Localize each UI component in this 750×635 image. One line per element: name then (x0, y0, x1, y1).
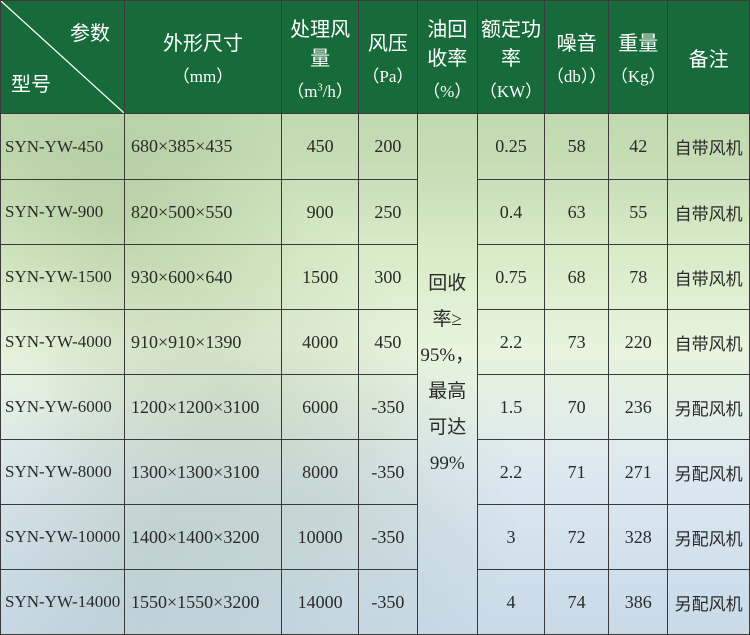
model-cell: SYN-YW-14000 (1, 570, 125, 635)
spec-table: 参数 型号 外形尺寸（mm） 处理风量（m3/h） 风压（Pa） 油回收率（%）… (0, 0, 750, 635)
table-body: SYN-YW-450680×385×435450200回收率≥95%，最高可达9… (1, 114, 750, 635)
table-row: SYN-YW-80001300×1300×31008000-350 2.27127… (1, 440, 750, 505)
header-noise: 噪音（db）） (545, 1, 609, 114)
remark-cell: 另配风机 (668, 570, 750, 635)
press-cell: -350 (359, 440, 417, 505)
header-weight: 重量（Kg） (609, 1, 668, 114)
weight-cell: 386 (609, 570, 668, 635)
header-oil: 油回收率（%） (417, 1, 477, 114)
table-row: SYN-YW-1500930×600×6401500300 0.756878自带风… (1, 245, 750, 310)
noise-cell: 68 (545, 245, 609, 310)
noise-cell: 63 (545, 180, 609, 245)
table-row: SYN-YW-450680×385×435450200回收率≥95%，最高可达9… (1, 114, 750, 180)
header-remark: 备注 (668, 1, 750, 114)
dim-cell: 820×500×550 (125, 180, 282, 245)
weight-cell: 55 (609, 180, 668, 245)
model-cell: SYN-YW-6000 (1, 375, 125, 440)
power-cell: 0.4 (477, 180, 544, 245)
table-row: SYN-YW-140001550×1550×320014000-350 47438… (1, 570, 750, 635)
remark-cell: 自带风机 (668, 114, 750, 180)
weight-cell: 42 (609, 114, 668, 180)
power-cell: 0.25 (477, 114, 544, 180)
noise-cell: 58 (545, 114, 609, 180)
header-air: 处理风量（m3/h） (281, 1, 358, 114)
header-param-label: 参数 (70, 17, 110, 46)
air-cell: 450 (281, 114, 358, 180)
weight-cell: 328 (609, 505, 668, 570)
press-cell: -350 (359, 505, 417, 570)
weight-cell: 220 (609, 310, 668, 375)
dim-cell: 930×600×640 (125, 245, 282, 310)
weight-cell: 78 (609, 245, 668, 310)
dim-cell: 910×910×1390 (125, 310, 282, 375)
table-row: SYN-YW-100001400×1400×320010000-350 37232… (1, 505, 750, 570)
remark-cell: 自带风机 (668, 310, 750, 375)
press-cell: 450 (359, 310, 417, 375)
remark-cell: 自带风机 (668, 245, 750, 310)
air-cell: 4000 (281, 310, 358, 375)
model-cell: SYN-YW-4000 (1, 310, 125, 375)
model-cell: SYN-YW-450 (1, 114, 125, 180)
noise-cell: 73 (545, 310, 609, 375)
air-cell: 1500 (281, 245, 358, 310)
weight-cell: 236 (609, 375, 668, 440)
press-cell: -350 (359, 375, 417, 440)
model-cell: SYN-YW-1500 (1, 245, 125, 310)
header-model-label: 型号 (11, 68, 51, 97)
remark-cell: 自带风机 (668, 180, 750, 245)
power-cell: 0.75 (477, 245, 544, 310)
table-row: SYN-YW-900820×500×550900250 0.46355自带风机 (1, 180, 750, 245)
weight-cell: 271 (609, 440, 668, 505)
power-cell: 4 (477, 570, 544, 635)
power-cell: 1.5 (477, 375, 544, 440)
noise-cell: 72 (545, 505, 609, 570)
press-cell: 200 (359, 114, 417, 180)
header-press: 风压（Pa） (359, 1, 417, 114)
remark-cell: 另配风机 (668, 505, 750, 570)
header-air-sub: （m3/h） (282, 77, 358, 102)
table-row: SYN-YW-4000910×910×13904000450 2.273220自带… (1, 310, 750, 375)
air-cell: 900 (281, 180, 358, 245)
dim-cell: 1300×1300×3100 (125, 440, 282, 505)
noise-cell: 74 (545, 570, 609, 635)
dim-cell: 1550×1550×3200 (125, 570, 282, 635)
power-cell: 2.2 (477, 310, 544, 375)
power-cell: 3 (477, 505, 544, 570)
noise-cell: 71 (545, 440, 609, 505)
header-diagonal: 参数 型号 (1, 1, 125, 114)
air-cell: 6000 (281, 375, 358, 440)
press-cell: 300 (359, 245, 417, 310)
model-cell: SYN-YW-900 (1, 180, 125, 245)
dim-cell: 1400×1400×3200 (125, 505, 282, 570)
header-power: 额定功率（KW） (477, 1, 544, 114)
air-cell: 14000 (281, 570, 358, 635)
dim-cell: 680×385×435 (125, 114, 282, 180)
press-cell: -350 (359, 570, 417, 635)
power-cell: 2.2 (477, 440, 544, 505)
noise-cell: 70 (545, 375, 609, 440)
header-dim: 外形尺寸（mm） (125, 1, 282, 114)
oil-cell: 回收率≥95%，最高可达99% (417, 114, 477, 635)
table-row: SYN-YW-60001200×1200×31006000-350 1.57023… (1, 375, 750, 440)
model-cell: SYN-YW-8000 (1, 440, 125, 505)
model-cell: SYN-YW-10000 (1, 505, 125, 570)
remark-cell: 另配风机 (668, 375, 750, 440)
remark-cell: 另配风机 (668, 440, 750, 505)
air-cell: 10000 (281, 505, 358, 570)
air-cell: 8000 (281, 440, 358, 505)
dim-cell: 1200×1200×3100 (125, 375, 282, 440)
press-cell: 250 (359, 180, 417, 245)
